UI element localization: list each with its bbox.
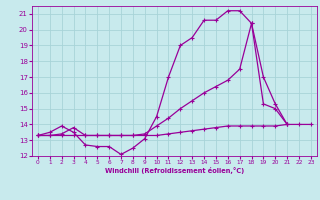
X-axis label: Windchill (Refroidissement éolien,°C): Windchill (Refroidissement éolien,°C) — [105, 167, 244, 174]
